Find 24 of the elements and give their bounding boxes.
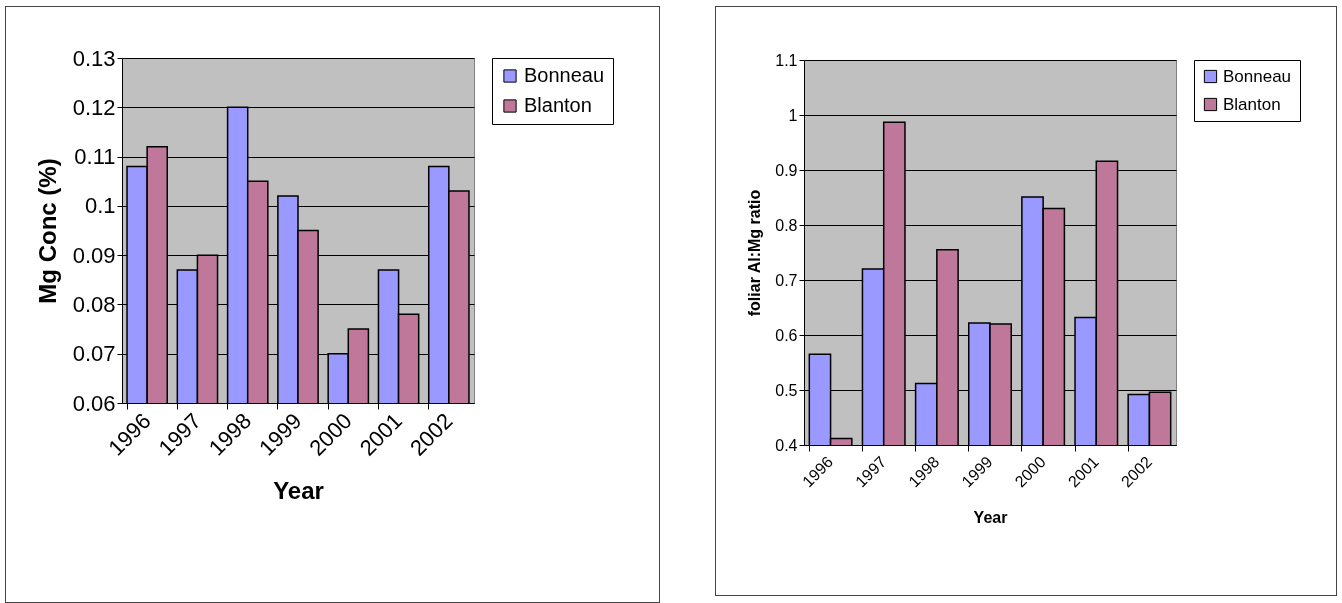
y-tick-label: 0.1 bbox=[84, 193, 116, 219]
y-tick-label: 0.5 bbox=[775, 381, 798, 399]
y-axis-title: foliar Al:Mg ratio bbox=[746, 189, 764, 317]
y-axis-title: Mg Conc (%) bbox=[33, 158, 61, 304]
y-tick-label: 0.07 bbox=[72, 341, 116, 367]
x-axis-title: Year bbox=[973, 509, 1008, 527]
y-tick-label: 1.1 bbox=[775, 51, 798, 69]
y-tick-label: 0.08 bbox=[72, 291, 116, 317]
y-tick-label: 0.06 bbox=[72, 390, 116, 416]
legend-label: Blanton bbox=[1223, 94, 1281, 114]
legend-label: Blanton bbox=[524, 94, 592, 116]
y-tick-label: 0.09 bbox=[72, 242, 116, 268]
y-tick-label: 0.13 bbox=[72, 45, 116, 71]
y-tick-label: 0.8 bbox=[775, 216, 798, 234]
y-tick-label: 0.11 bbox=[74, 144, 116, 170]
x-axis-title: Year bbox=[273, 476, 324, 504]
y-tick-label: 1 bbox=[788, 106, 798, 124]
y-tick-label: 0.9 bbox=[775, 161, 798, 179]
y-tick-label: 0.6 bbox=[775, 326, 798, 344]
legend-label: Bonneau bbox=[1223, 66, 1292, 86]
y-tick-label: 0.7 bbox=[775, 271, 798, 289]
y-tick-label: 0.4 bbox=[775, 436, 798, 454]
legend-label: Bonneau bbox=[524, 64, 605, 86]
y-tick-label: 0.12 bbox=[72, 94, 116, 120]
